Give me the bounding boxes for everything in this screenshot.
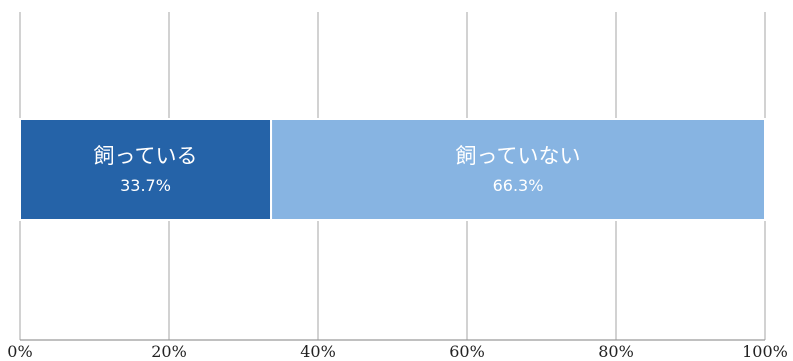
segment-value-label: 66.3% — [493, 176, 544, 195]
x-tick-label: 80% — [598, 342, 634, 361]
x-axis-tick-labels: 0% 20% 40% 60% 80% 100% — [7, 342, 788, 361]
x-tick-label: 60% — [449, 342, 485, 361]
bars — [19, 118, 766, 221]
segment-name-label: 飼っていない — [456, 144, 581, 168]
x-tick-label: 40% — [300, 342, 336, 361]
x-tick-label: 20% — [151, 342, 187, 361]
bar-segment-2 — [270, 118, 766, 221]
x-tick-label: 100% — [742, 342, 788, 361]
segment-name-label: 飼っている — [94, 144, 198, 168]
segment-labels: 飼っている 33.7% 飼っていない 66.3% — [94, 144, 581, 195]
x-tick-label: 0% — [7, 342, 32, 361]
segment-value-label: 33.7% — [120, 176, 171, 195]
bar-segment-1 — [19, 118, 273, 221]
